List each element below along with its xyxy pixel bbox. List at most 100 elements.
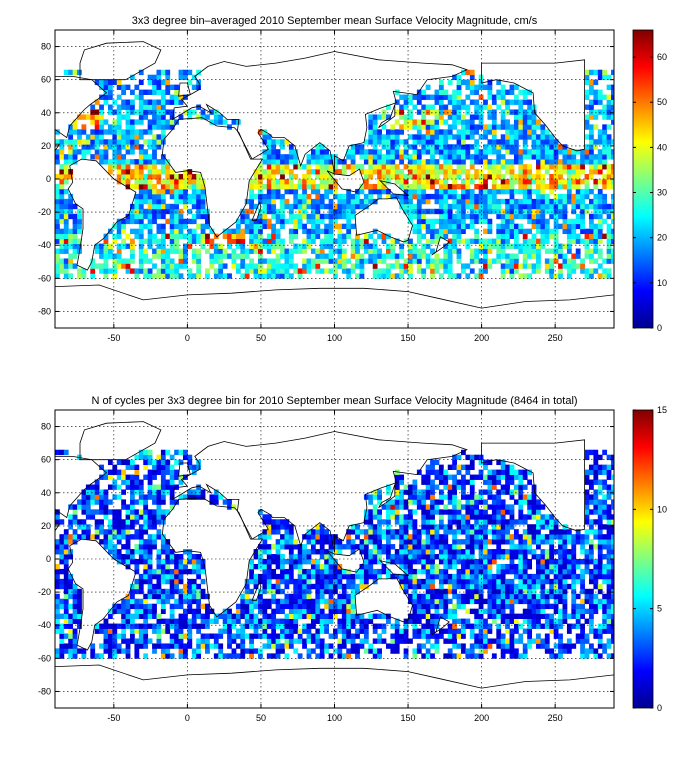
bin-cell: [597, 188, 603, 195]
bin-cell: [487, 193, 493, 200]
bin-cell: [487, 174, 493, 180]
bin-cell: [447, 159, 453, 165]
bin-cell: [425, 573, 431, 580]
bin-cell: [85, 489, 91, 495]
bin-cell: [174, 633, 179, 639]
bin-cell: [68, 633, 74, 639]
bin-cell: [536, 119, 541, 125]
bin-cell: [182, 174, 188, 180]
bin-cell: [200, 203, 206, 210]
bin-cell: [461, 188, 466, 195]
bin-cell: [187, 603, 193, 610]
bin-cell: [403, 258, 409, 264]
bin-cell: [337, 608, 343, 615]
bin-cell: [368, 164, 374, 170]
bin-cell: [227, 233, 232, 239]
bin-cell: [160, 233, 166, 239]
bin-cell: [611, 84, 614, 90]
bin-cell: [518, 129, 524, 135]
bin-cell: [611, 104, 614, 110]
bin-cell: [461, 99, 466, 105]
bin-cell: [55, 159, 60, 165]
bin-cell: [562, 223, 568, 230]
bin-cell: [536, 248, 541, 254]
bin-cell: [421, 179, 427, 185]
bin-cell: [147, 174, 153, 180]
bin-cell: [425, 613, 431, 619]
bin-cell: [125, 144, 131, 150]
bin-cell: [562, 203, 568, 210]
bin-cell: [324, 598, 330, 605]
bin-cell: [540, 203, 546, 210]
bin-cell: [465, 144, 471, 150]
bin-cell: [452, 464, 457, 470]
bin-cell: [315, 608, 321, 615]
bin-cell: [434, 169, 440, 175]
bin-cell: [518, 263, 524, 269]
bin-cell: [399, 124, 405, 130]
bin-cell: [456, 628, 462, 634]
bin-cell: [355, 583, 360, 590]
bin-cell: [443, 578, 449, 585]
bin-cell: [443, 534, 449, 540]
bin-cell: [200, 243, 206, 249]
bin-cell: [288, 568, 294, 575]
bin-cell: [315, 653, 321, 659]
bin-cell: [271, 258, 277, 264]
bin-cell: [593, 208, 599, 215]
bin-cell: [403, 499, 409, 505]
bin-cell: [412, 593, 418, 600]
bin-cell: [465, 653, 471, 659]
bin-cell: [452, 608, 457, 615]
bin-cell: [324, 149, 330, 155]
bin-cell: [337, 258, 343, 264]
bin-cell: [134, 273, 140, 279]
bin-cell: [341, 263, 347, 269]
bin-cell: [116, 109, 122, 115]
bin-cell: [447, 144, 453, 150]
bin-cell: [355, 253, 360, 259]
bin-cell: [196, 653, 202, 659]
bin-cell: [496, 139, 502, 145]
bin-cell: [566, 193, 572, 200]
bin-cell: [227, 613, 232, 619]
bin-cell: [138, 188, 144, 195]
bin-cell: [182, 253, 188, 259]
bin-cell: [152, 593, 157, 600]
bin-cell: [125, 218, 131, 225]
bin-cell: [306, 608, 312, 615]
bin-cell: [160, 228, 166, 235]
bin-cell: [196, 573, 202, 580]
bin-cell: [522, 213, 528, 220]
bin-cell: [134, 169, 140, 175]
bin-cell: [412, 479, 418, 485]
bin-cell: [178, 474, 184, 480]
bin-cell: [147, 554, 153, 560]
bin-cell: [249, 573, 254, 580]
bin-cell: [213, 489, 219, 495]
bin-cell: [310, 228, 316, 235]
bin-cell: [288, 183, 294, 190]
bin-cell: [121, 164, 127, 170]
bin-cell: [588, 149, 594, 155]
bin-cell: [165, 203, 171, 210]
bin-cell: [143, 559, 149, 565]
bin-cell: [306, 174, 312, 180]
bin-cell: [130, 474, 135, 480]
bin-cell: [196, 114, 202, 120]
bin-cell: [293, 623, 299, 629]
bin-cell: [483, 129, 488, 135]
bin-cell: [196, 273, 202, 279]
bin-cell: [588, 223, 594, 230]
bin-cell: [425, 583, 431, 590]
bin-cell: [156, 534, 162, 540]
bin-cell: [112, 549, 118, 555]
bin-cell: [443, 608, 449, 615]
bin-cell: [130, 213, 135, 220]
bin-cell: [315, 573, 321, 580]
bin-cell: [81, 154, 87, 160]
bin-cell: [571, 149, 577, 155]
bin-cell: [377, 253, 382, 259]
bin-cell: [63, 258, 69, 264]
bin-cell: [310, 603, 316, 610]
